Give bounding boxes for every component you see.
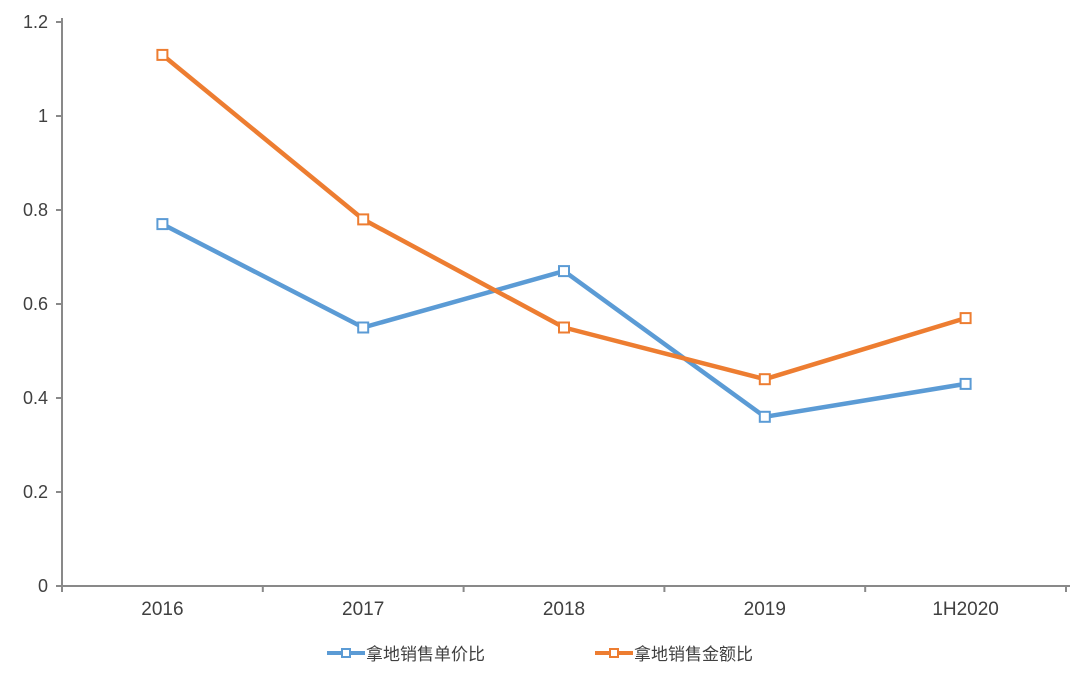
x-axis-tick-label: 2018	[543, 599, 585, 620]
y-axis-tick-label: 0.4	[23, 388, 48, 408]
legend-square-marker-icon	[341, 647, 351, 658]
legend-line-marker-icon	[327, 647, 365, 658]
legend-item-0: 拿地销售单价比	[327, 640, 485, 665]
data-point-marker	[758, 373, 771, 386]
y-axis-tick-label: 0.6	[23, 294, 48, 314]
x-axis-tick-label: 2019	[744, 599, 786, 620]
y-axis-tick-label: 0	[38, 576, 48, 596]
legend-label: 拿地销售金额比	[634, 645, 753, 664]
data-point-marker	[156, 218, 169, 231]
chart-legend: 拿地销售单价比 拿地销售金额比	[0, 640, 1080, 665]
x-axis-tick-label: 1H2020	[932, 599, 999, 620]
y-axis-tick-label: 1	[38, 106, 48, 126]
legend-square-marker-icon	[609, 647, 619, 658]
x-axis-tick-label: 2016	[141, 599, 183, 620]
data-point-marker	[959, 377, 972, 390]
line-series-0	[160, 221, 968, 420]
data-point-marker	[558, 265, 570, 278]
data-point-marker	[558, 321, 570, 334]
data-point-marker	[156, 48, 169, 61]
y-axis-tick-label: 0.8	[23, 200, 48, 220]
y-axis-tick-label: 0.2	[23, 482, 48, 502]
legend-line-marker-icon	[595, 647, 633, 658]
data-point-marker	[959, 312, 972, 325]
y-axis-tick-label: 1.2	[23, 12, 48, 32]
data-point-marker	[357, 213, 370, 226]
x-axis-tick-label: 2017	[342, 599, 384, 620]
legend-label: 拿地销售单价比	[366, 645, 485, 664]
data-point-marker	[357, 321, 370, 334]
data-point-marker	[758, 410, 771, 423]
legend-item-1: 拿地销售金额比	[595, 640, 753, 665]
